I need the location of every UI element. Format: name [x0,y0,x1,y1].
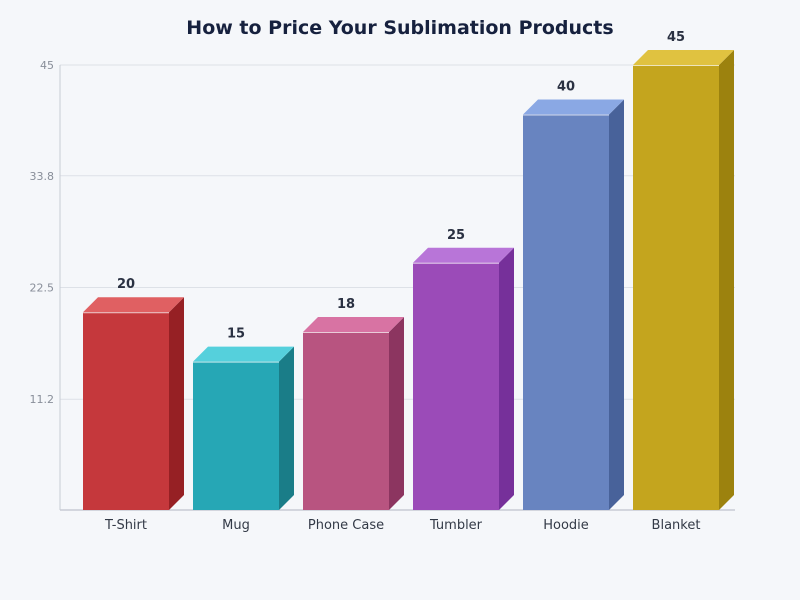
bar-top [523,99,624,115]
x-tick-label: Phone Case [308,518,384,533]
x-tick-label: Blanket [652,518,701,533]
bar-tumbler: 25 Tumbler [413,228,514,533]
data-label: 18 [337,297,355,312]
bar-front [303,332,389,510]
bar-top [193,346,294,362]
bar-front [413,262,499,510]
bar-phone-case: 18 Phone Case [303,297,404,533]
bar-side [719,50,734,510]
data-label: 40 [557,79,575,94]
bar-side [389,317,404,510]
bar-top [303,317,404,332]
bar-blanket: 45 Blanket [633,30,734,533]
y-tick-label: 11.2 [30,393,55,406]
bar-mug: 15 Mug [193,327,294,533]
y-tick-label: 22.5 [30,282,55,295]
data-label: 15 [227,327,245,342]
x-tick-label: Hoodie [543,518,589,533]
x-tick-label: T-Shirt [104,518,147,533]
y-tick-label: 45 [40,59,54,72]
bar-top [83,297,184,313]
bar-side [169,297,184,510]
bar-front [83,312,169,510]
chart-title: How to Price Your Sublimation Products [186,17,613,39]
bar-side [499,247,514,510]
bar-front [633,65,719,510]
x-tick-label: Mug [222,518,250,533]
bar-front [523,114,609,510]
data-label: 20 [117,277,135,292]
bar-side [279,346,294,510]
x-tick-label: Tumbler [429,518,483,533]
bar-side [609,99,624,510]
bar-hoodie: 40 Hoodie [523,79,624,533]
bar-t-shirt: 20 T-Shirt [83,277,184,533]
data-label: 45 [667,30,685,45]
bar-top [413,247,514,263]
bar-front [193,361,279,510]
y-tick-label: 33.8 [30,170,55,183]
bar-top [633,50,734,65]
data-label: 25 [447,228,465,243]
